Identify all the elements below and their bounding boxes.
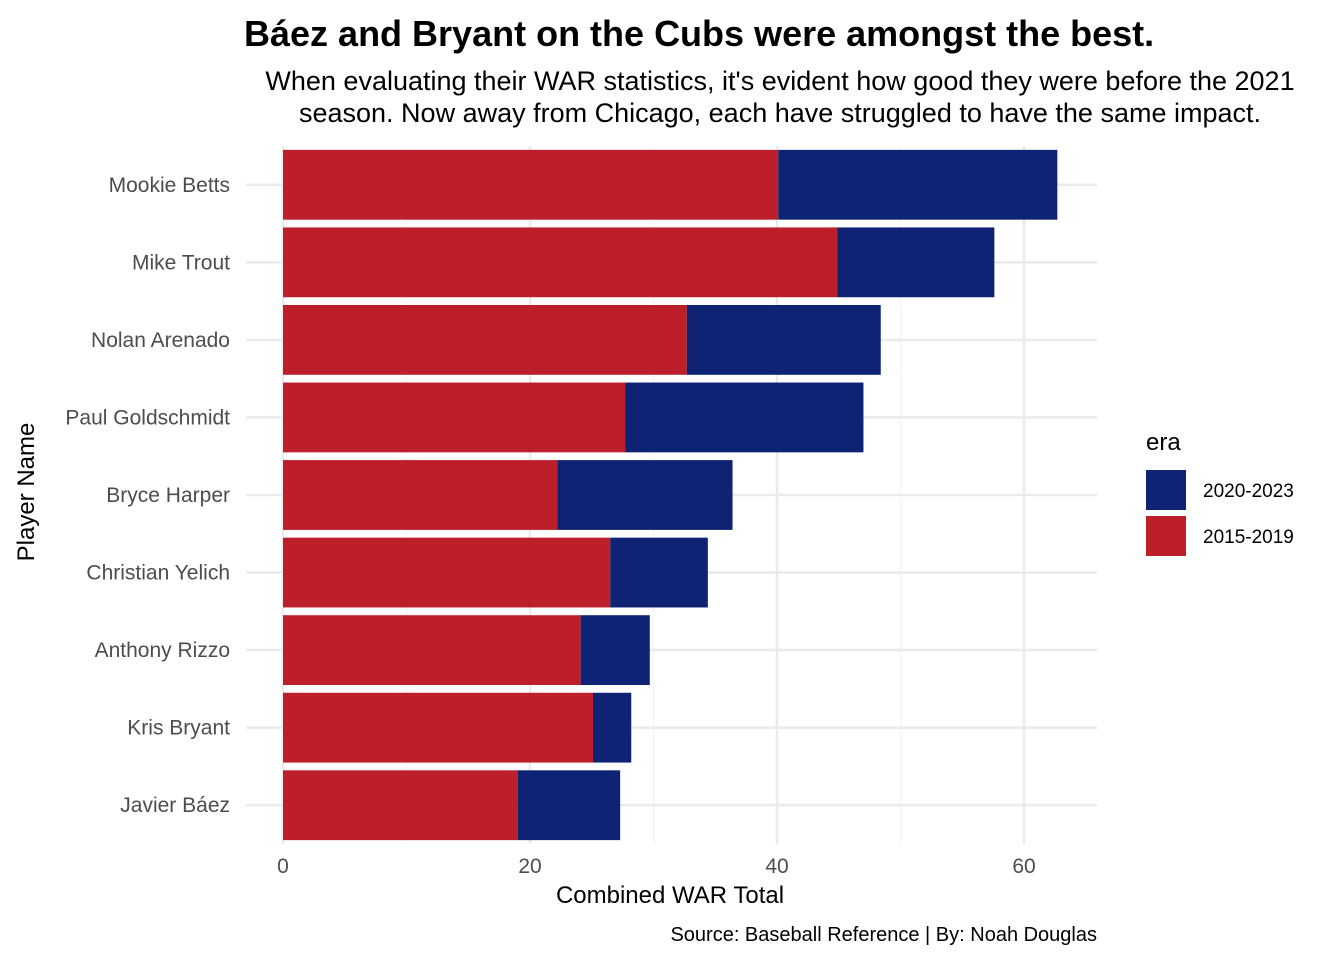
legend: era 2020-2023 2015-2019 (1146, 429, 1294, 556)
legend-key-2020-2023 (1146, 470, 1186, 510)
y-tick-label: Kris Bryant (127, 717, 230, 740)
y-tick-label: Javier Báez (120, 794, 230, 817)
bar-2015-2019-mike-trout (283, 227, 838, 298)
y-axis-tick-labels: Mookie Betts Mike Trout Nolan Arenado Paul … (65, 174, 230, 817)
x-tick-label: 20 (518, 855, 541, 878)
bar-2020-2023-bryce-harper (557, 460, 733, 530)
legend-key-2015-2019 (1146, 516, 1186, 556)
y-tick-label: Mookie Betts (109, 174, 230, 197)
y-tick-label: Bryce Harper (106, 484, 230, 507)
bar-2020-2023-nolan-arenado (686, 304, 881, 375)
legend-items: 2020-2023 2015-2019 (1146, 470, 1294, 556)
x-tick-label: 40 (765, 855, 788, 878)
chart-caption: Source: Baseball Reference | By: Noah Do… (670, 924, 1097, 946)
bar-2015-2019-paul-goldschmidt (283, 382, 626, 453)
y-tick-label: Mike Trout (132, 251, 230, 274)
bar-2020-2023-mike-trout (837, 227, 995, 298)
legend-label-2020-2023: 2020-2023 (1203, 481, 1294, 502)
x-tick-label: 0 (277, 855, 289, 878)
bar-2020-2023-javier-b-ez (517, 770, 621, 841)
y-tick-label: Anthony Rizzo (95, 639, 230, 662)
bar-2020-2023-kris-bryant (592, 692, 632, 763)
y-tick-label: Paul Goldschmidt (65, 406, 230, 429)
chart-subtitle-line-1: When evaluating their WAR statistics, it… (265, 66, 1294, 96)
bars (283, 149, 1058, 841)
x-axis-tick-labels: 0 20 40 60 (277, 855, 1036, 878)
bar-2015-2019-kris-bryant (283, 692, 593, 763)
bar-2015-2019-bryce-harper (283, 460, 558, 530)
bar-2015-2019-nolan-arenado (283, 304, 687, 375)
bar-2020-2023-mookie-betts (778, 149, 1058, 220)
bar-2015-2019-anthony-rizzo (283, 615, 581, 686)
bar-2015-2019-christian-yelich (283, 537, 611, 608)
legend-title: era (1146, 429, 1181, 456)
bar-2020-2023-anthony-rizzo (580, 615, 650, 686)
bar-2015-2019-javier-b-ez (283, 770, 518, 841)
y-tick-label: Nolan Arenado (91, 329, 230, 352)
x-axis-title: Combined WAR Total (556, 882, 784, 909)
x-tick-label: 60 (1012, 855, 1035, 878)
bar-2015-2019-mookie-betts (283, 149, 779, 220)
legend-label-2015-2019: 2015-2019 (1203, 527, 1294, 548)
chart-title: Báez and Bryant on the Cubs were amongst… (244, 13, 1154, 54)
bar-2020-2023-christian-yelich (610, 537, 708, 608)
y-axis-title: Player Name (13, 423, 40, 562)
bar-2020-2023-paul-goldschmidt (625, 382, 864, 453)
y-tick-label: Christian Yelich (86, 562, 230, 585)
chart-subtitle-line-2: season. Now away from Chicago, each have… (299, 98, 1261, 128)
